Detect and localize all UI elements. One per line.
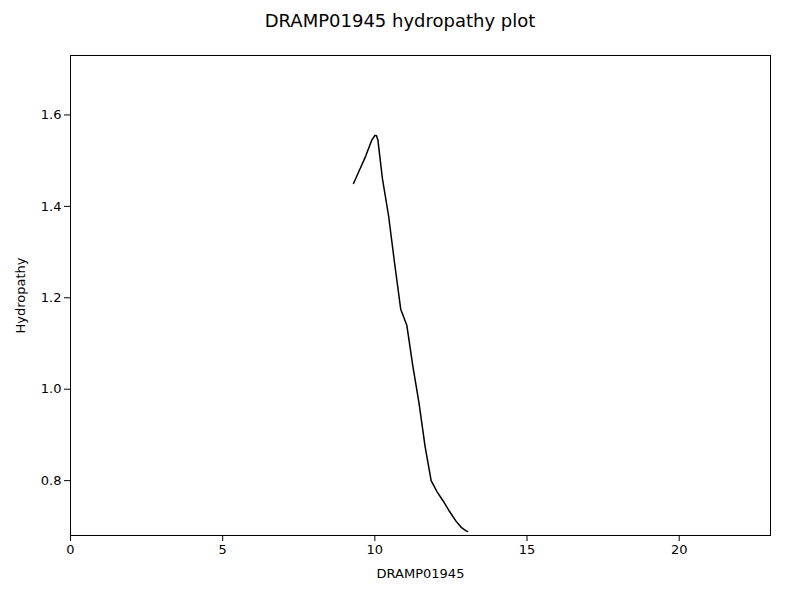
svg-text:5: 5 (219, 542, 227, 557)
svg-text:DRAMP01945: DRAMP01945 (377, 566, 465, 581)
svg-text:20: 20 (671, 542, 688, 557)
html-text:DRAMP01945 hydropathy plot: DRAMP01945 hydropathy plot (264, 10, 536, 31)
svg-text:1.6: 1.6 (41, 107, 62, 122)
svg-text:0: 0 (66, 542, 74, 557)
svg-text:Hydropathy: Hydropathy (13, 257, 28, 333)
svg-text:1.2: 1.2 (41, 290, 62, 305)
svg-text:1.0: 1.0 (41, 381, 62, 396)
svg-text:1.4: 1.4 (41, 199, 62, 214)
svg-text:0.8: 0.8 (41, 473, 62, 488)
svg-text:10: 10 (367, 542, 384, 557)
svg-text:15: 15 (519, 542, 536, 557)
